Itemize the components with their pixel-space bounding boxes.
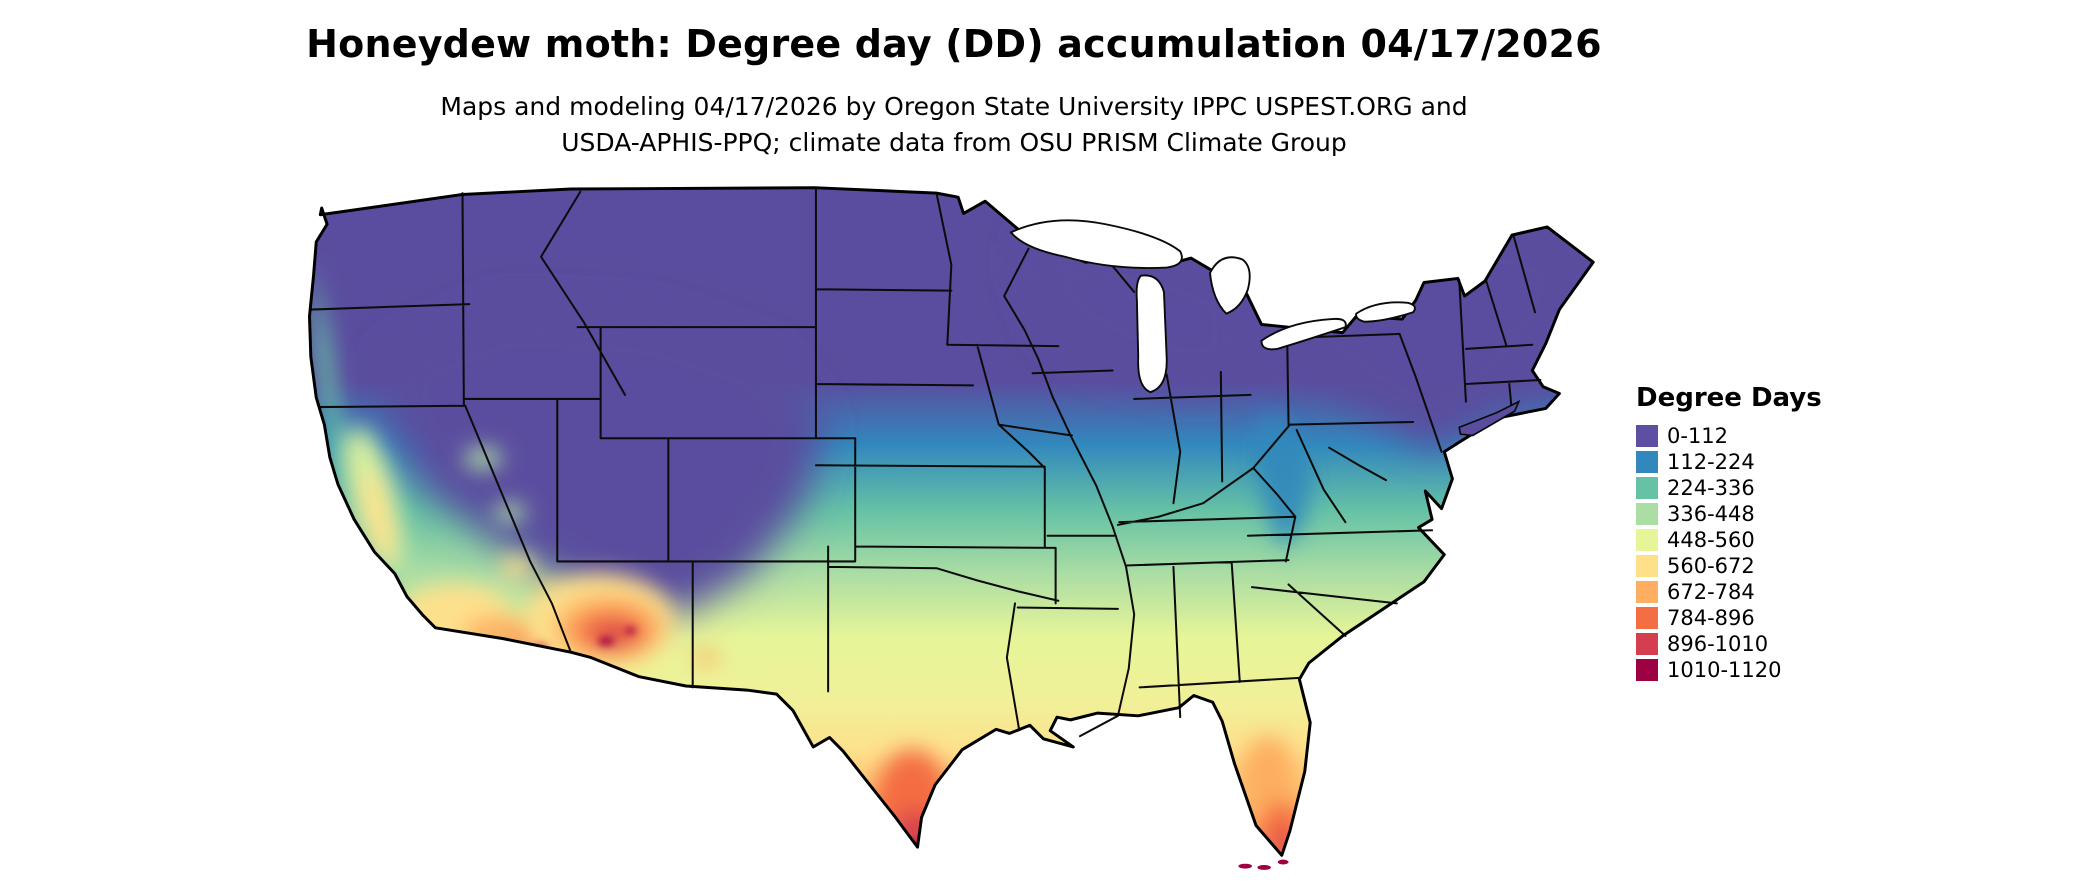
legend-title: Degree Days xyxy=(1636,383,1822,413)
us-degree-day-map xyxy=(307,186,1595,870)
figure-subtitle-line1: Maps and modeling 04/17/2026 by Oregon S… xyxy=(440,92,1468,121)
legend-row: 112-224 xyxy=(1636,449,1822,475)
legend-label: 112-224 xyxy=(1667,450,1755,474)
legend-swatch xyxy=(1636,477,1658,499)
lake-erie xyxy=(1260,317,1347,351)
legend-label: 672-784 xyxy=(1667,580,1755,604)
legend-label: 896-1010 xyxy=(1667,632,1769,656)
appalachian-cool-tongue xyxy=(1254,411,1313,550)
legend: Degree Days 0-112 112-224 224-336 336-44… xyxy=(1636,383,1822,683)
legend-label: 784-896 xyxy=(1667,606,1755,630)
legend-row: 448-560 xyxy=(1636,527,1822,553)
legend-row: 0-112 xyxy=(1636,423,1822,449)
lake-michigan xyxy=(1135,274,1168,394)
legend-swatch xyxy=(1636,607,1658,629)
lake-ontario xyxy=(1355,301,1416,323)
legend-row: 560-672 xyxy=(1636,553,1822,579)
legend-row: 896-1010 xyxy=(1636,631,1822,657)
legend-label: 336-448 xyxy=(1667,502,1755,526)
legend-swatch xyxy=(1636,633,1658,655)
legend-swatch xyxy=(1636,451,1658,473)
lake-superior xyxy=(1009,219,1183,269)
us-outline xyxy=(307,186,1595,857)
legend-row: 672-784 xyxy=(1636,579,1822,605)
figure-subtitle-line2: USDA-APHIS-PPQ; climate data from OSU PR… xyxy=(561,128,1347,157)
legend-label: 1010-1120 xyxy=(1667,658,1782,682)
arizona-hotspot xyxy=(526,573,720,672)
legend-label: 0-112 xyxy=(1667,424,1729,448)
great-lakes xyxy=(1009,219,1416,394)
state-borders xyxy=(309,188,1542,738)
legend-row: 336-448 xyxy=(1636,501,1822,527)
figure-title: Honeydew moth: Degree day (DD) accumulat… xyxy=(306,22,1602,66)
long-island xyxy=(1458,399,1521,437)
legend-swatch xyxy=(1636,581,1658,603)
legend-label: 560-672 xyxy=(1667,554,1755,578)
legend-swatch xyxy=(1636,659,1658,681)
legend-label: 448-560 xyxy=(1667,528,1755,552)
legend-label: 224-336 xyxy=(1667,476,1755,500)
legend-row: 1010-1120 xyxy=(1636,657,1822,683)
lake-huron xyxy=(1209,256,1251,315)
legend-row: 224-336 xyxy=(1636,475,1822,501)
figure-header: Honeydew moth: Degree day (DD) accumulat… xyxy=(0,10,1908,162)
legend-swatch xyxy=(1636,529,1658,551)
legend-row: 784-896 xyxy=(1636,605,1822,631)
map-container xyxy=(300,180,1600,886)
legend-swatch xyxy=(1636,555,1658,577)
legend-swatch xyxy=(1636,503,1658,525)
legend-swatch xyxy=(1636,425,1658,447)
florida-keys xyxy=(1238,859,1289,870)
cool-region-overlays xyxy=(383,221,1587,615)
